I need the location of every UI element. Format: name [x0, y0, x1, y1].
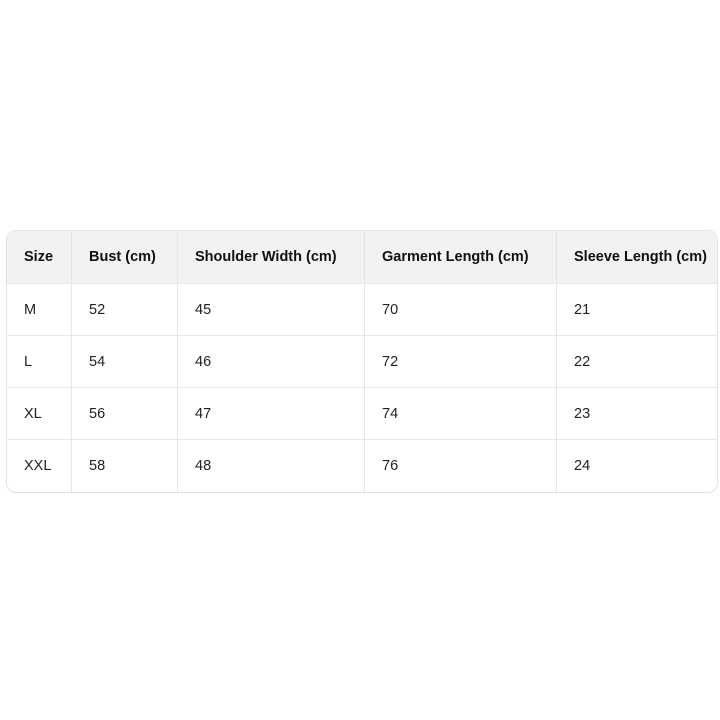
cell-size: XXL — [7, 440, 72, 492]
cell-garment-length: 74 — [365, 388, 557, 440]
header-size: Size — [7, 231, 72, 284]
table-row: XL 56 47 74 23 — [7, 388, 717, 440]
header-row: Size Bust (cm) Shoulder Width (cm) Garme… — [7, 231, 717, 284]
header-sleeve-length: Sleeve Length (cm) — [557, 231, 717, 284]
header-shoulder-width: Shoulder Width (cm) — [178, 231, 365, 284]
cell-garment-length: 70 — [365, 284, 557, 336]
cell-bust: 56 — [72, 388, 178, 440]
cell-bust: 54 — [72, 336, 178, 388]
table-row: M 52 45 70 21 — [7, 284, 717, 336]
cell-shoulder-width: 45 — [178, 284, 365, 336]
cell-shoulder-width: 47 — [178, 388, 365, 440]
table-row: XXL 58 48 76 24 — [7, 440, 717, 492]
cell-shoulder-width: 48 — [178, 440, 365, 492]
cell-sleeve-length: 23 — [557, 388, 717, 440]
cell-shoulder-width: 46 — [178, 336, 365, 388]
cell-size: XL — [7, 388, 72, 440]
header-bust: Bust (cm) — [72, 231, 178, 284]
table-body: M 52 45 70 21 L 54 46 72 22 XL 56 47 74 23 XXL 58 48 76 24 — [7, 284, 717, 492]
cell-sleeve-length: 24 — [574, 458, 591, 474]
cell-garment-length: 72 — [365, 336, 557, 388]
cell-sleeve-length: 22 — [557, 336, 717, 388]
cell-bust: 52 — [72, 284, 178, 336]
cell-size: L — [7, 336, 72, 388]
cell-size: M — [7, 284, 72, 336]
size-chart-table: Size Bust (cm) Shoulder Width (cm) Garme… — [6, 230, 718, 493]
cell-garment-length: 76 — [365, 440, 557, 492]
cell-sleeve-length: 21 — [557, 284, 717, 336]
header-garment-length: Garment Length (cm) — [365, 231, 557, 284]
table-row: L 54 46 72 22 — [7, 336, 717, 388]
cell-bust: 58 — [72, 440, 178, 492]
